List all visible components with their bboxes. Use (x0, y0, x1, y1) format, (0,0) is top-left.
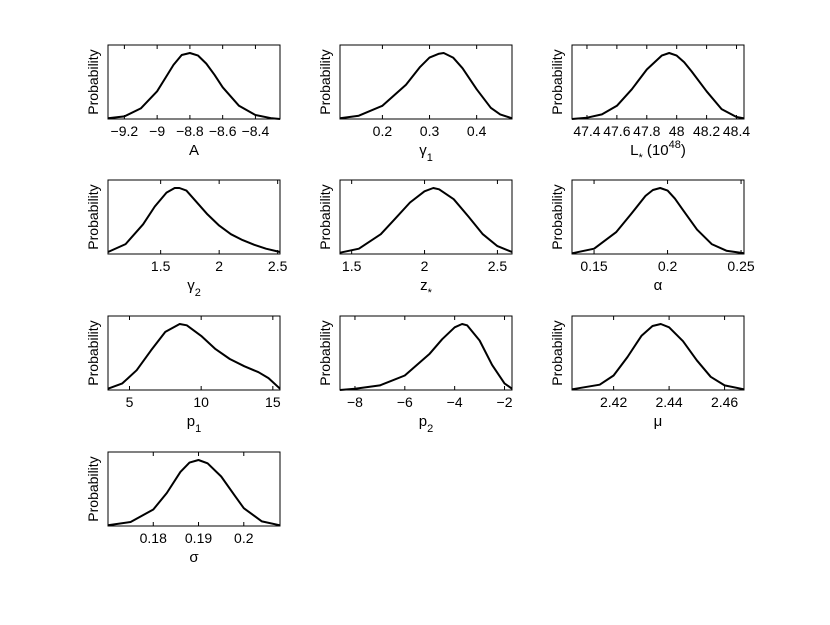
x-axis-label: μ (654, 413, 663, 430)
x-tick-label: 2 (421, 258, 429, 274)
subplot-6: 0.15 0.2 0.25 Probability α (549, 179, 755, 294)
axes-frame (339, 179, 513, 255)
x-axis-label: α (654, 277, 663, 294)
x-tick-label: 15 (265, 394, 281, 410)
density-curve (339, 323, 513, 391)
axes-frame (107, 179, 281, 255)
x-tick-label: −6 (397, 394, 413, 410)
x-tick-label: 0.4 (467, 123, 487, 139)
density-curve (107, 323, 281, 390)
x-tick-label: −9.2 (111, 123, 139, 139)
x-axis-label: γ1 (419, 142, 433, 164)
x-tick-label: −8 (347, 394, 363, 410)
x-tick-label: 0.25 (727, 258, 754, 274)
x-axis-label: A (189, 142, 199, 159)
x-tick-label: 47.8 (633, 123, 660, 139)
density-curve (107, 52, 281, 120)
density-curve (339, 187, 513, 254)
subplot-3: 47.4 47.6 47.8 48 48.2 48.4 Probability L* (104… (549, 44, 750, 164)
x-tick-label: 0.15 (580, 258, 607, 274)
axes-frame (107, 315, 281, 391)
x-tick-label: −8.6 (209, 123, 237, 139)
y-axis-label: Probability (85, 184, 101, 249)
x-tick-label: −4 (447, 394, 463, 410)
x-axis-label: γ2 (187, 277, 201, 299)
axes-frame (339, 315, 513, 391)
axes-frame (571, 179, 745, 255)
x-tick-label: 48 (669, 123, 685, 139)
density-curve (571, 52, 745, 120)
x-tick-label: 1.5 (151, 258, 171, 274)
subplot-2: 0.2 0.3 0.4 Probability γ1 (317, 44, 513, 164)
x-tick-label: 0.2 (373, 123, 393, 139)
x-tick-label: 1.5 (342, 258, 362, 274)
x-axis-label: p2 (419, 413, 433, 435)
axes-frame (339, 44, 513, 120)
x-tick-label: 0.18 (140, 530, 167, 546)
x-tick-label: 2.5 (488, 258, 508, 274)
x-tick-label: 0.19 (185, 530, 212, 546)
axes-frame (571, 44, 745, 120)
density-curve (107, 187, 281, 253)
subplot-7: 5 10 15 Probability p1 (85, 315, 281, 435)
x-axis-label: p1 (187, 413, 201, 435)
subplot-8: −8 −6 −4 −2 Probability p2 (317, 315, 513, 435)
y-axis-label: Probability (549, 49, 565, 114)
axes-frame (107, 44, 281, 120)
y-axis-label: Probability (549, 184, 565, 249)
subplot-4: 1.5 2 2.5 Probability γ2 (85, 179, 288, 299)
subplot-5: 1.5 2 2.5 Probability z* (317, 179, 513, 299)
y-axis-label: Probability (317, 184, 333, 249)
x-tick-label: 5 (126, 394, 134, 410)
x-tick-label: 47.4 (573, 123, 600, 139)
x-tick-label: 2 (215, 258, 223, 274)
x-tick-label: 0.2 (658, 258, 678, 274)
density-curve (339, 52, 513, 120)
x-tick-label: 2.42 (600, 394, 627, 410)
x-tick-label: −2 (497, 394, 513, 410)
y-axis-label: Probability (85, 456, 101, 521)
subplot-10: 0.18 0.19 0.2 Probability σ (85, 451, 281, 566)
y-axis-label: Probability (549, 320, 565, 385)
y-axis-label: Probability (317, 49, 333, 114)
y-axis-label: Probability (317, 320, 333, 385)
y-axis-label: Probability (85, 320, 101, 385)
x-tick-label: 47.6 (603, 123, 630, 139)
subplot-9: 2.42 2.44 2.46 Probability μ (549, 315, 745, 430)
x-tick-label: −9 (149, 123, 165, 139)
x-axis-label: L* (1048) (630, 139, 686, 164)
x-tick-label: 2.44 (655, 394, 682, 410)
density-curve (571, 323, 745, 391)
axes-frame (107, 451, 281, 527)
x-tick-label: 48.2 (693, 123, 720, 139)
x-axis-label: z* (420, 277, 433, 299)
y-axis-label: Probability (85, 49, 101, 114)
x-tick-label: −8.4 (242, 123, 270, 139)
x-tick-label: 0.3 (420, 123, 440, 139)
x-tick-label: 10 (193, 394, 209, 410)
x-tick-label: 2.46 (711, 394, 738, 410)
subplot-1: −9.2 −9 −8.8 −8.6 −8.4 Probability A (85, 44, 281, 159)
density-curve (571, 187, 745, 255)
x-tick-label: 2.5 (268, 258, 288, 274)
x-tick-label: −8.8 (176, 123, 204, 139)
x-tick-label: 0.2 (234, 530, 254, 546)
x-tick-label: 48.4 (723, 123, 750, 139)
density-curve (107, 459, 281, 527)
x-axis-label: σ (189, 549, 199, 566)
axes-frame (571, 315, 745, 391)
